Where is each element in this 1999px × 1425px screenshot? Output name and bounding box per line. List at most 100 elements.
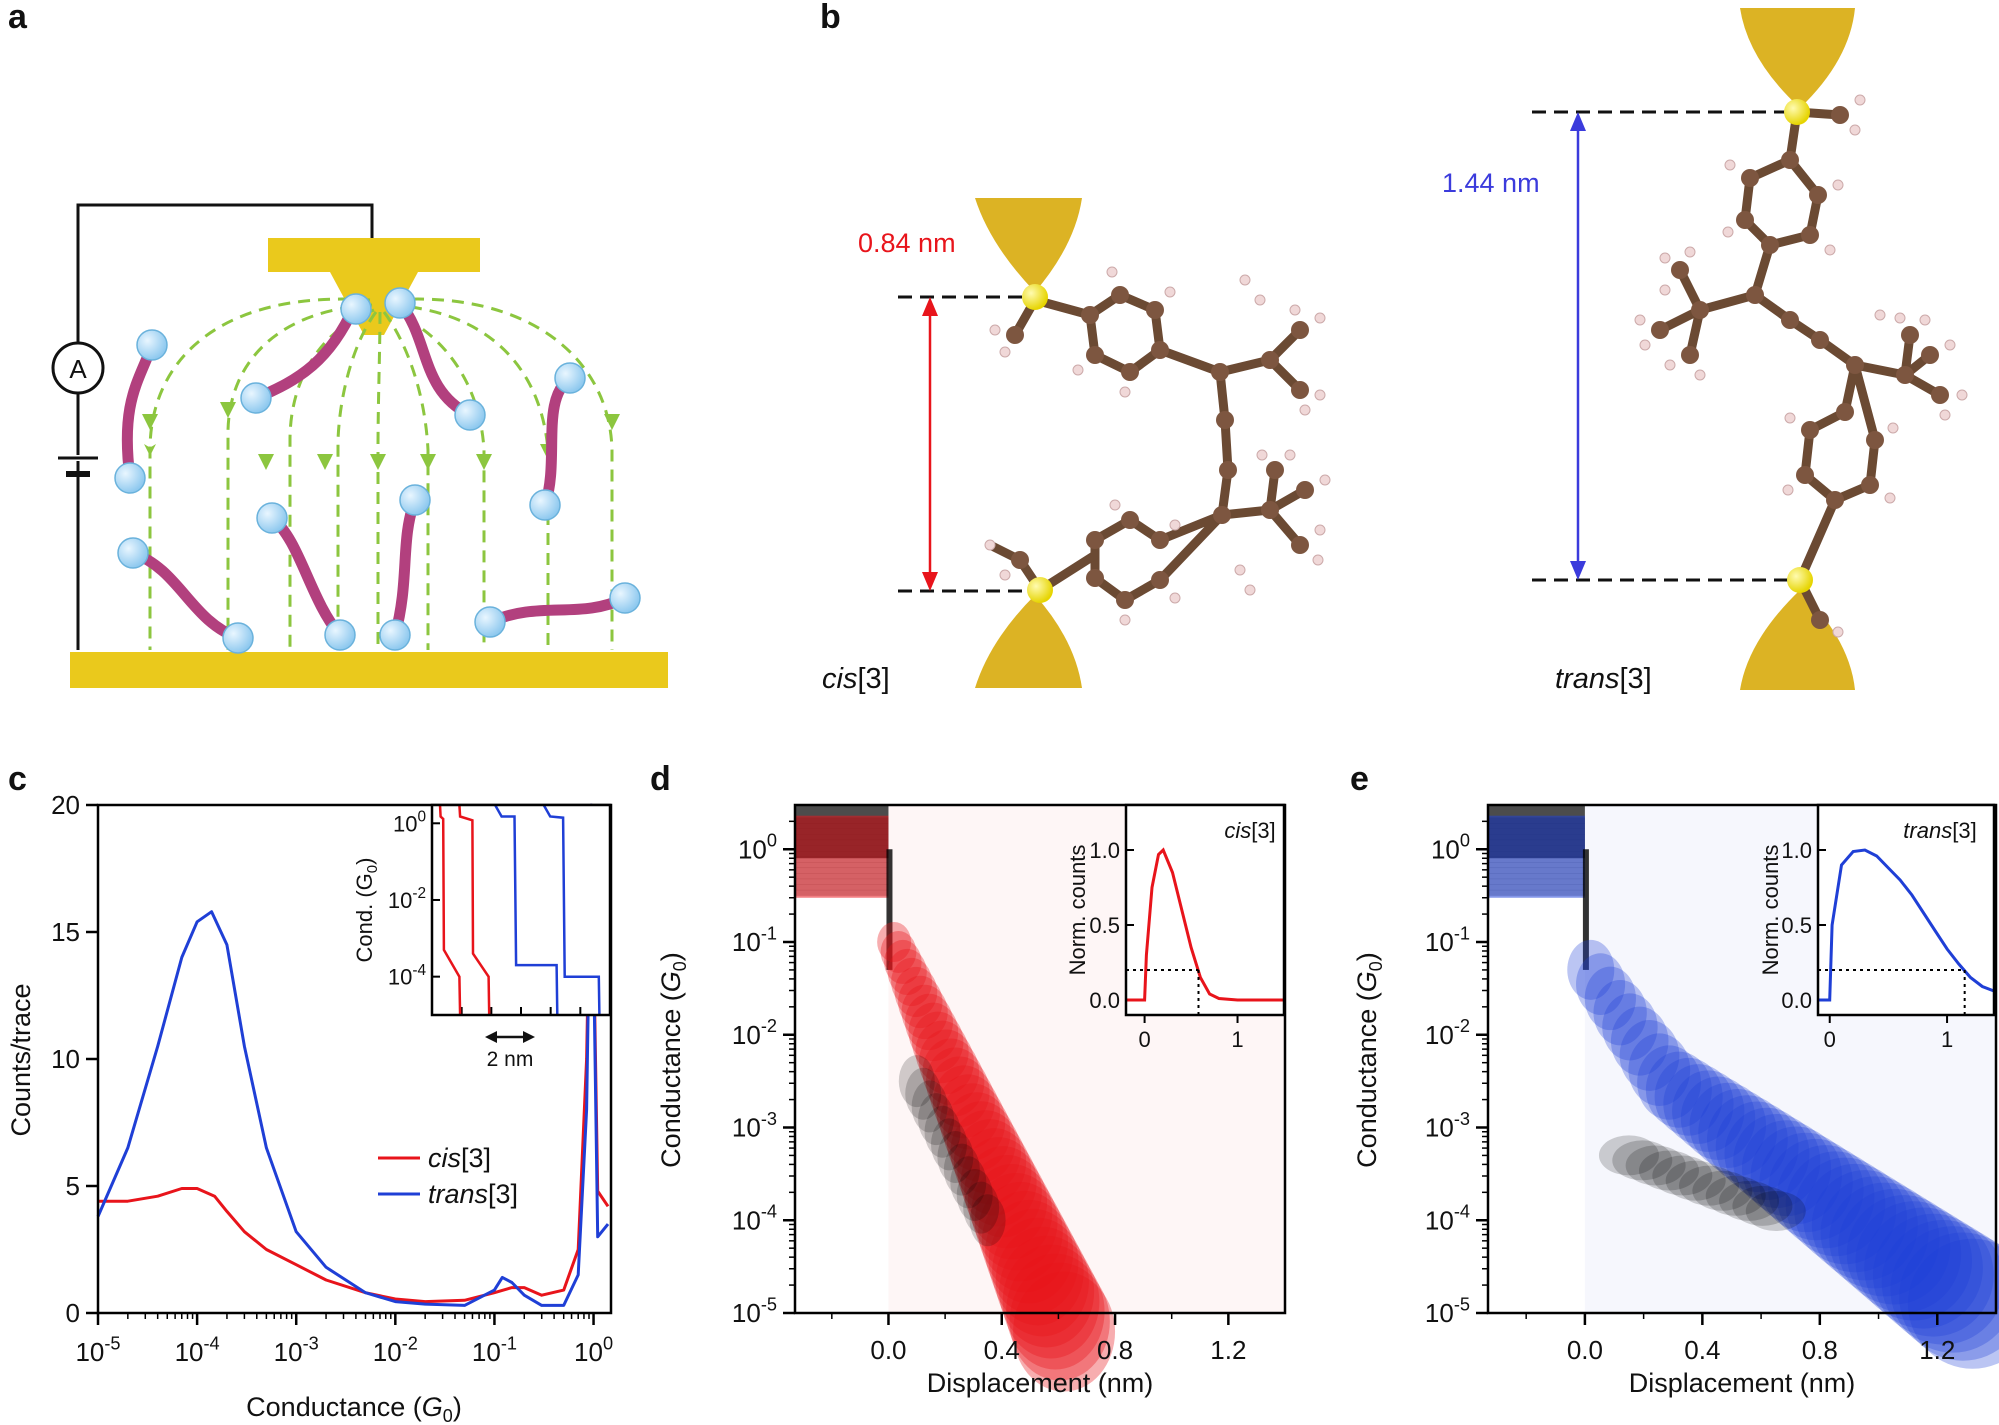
heat-cell: [939, 1083, 1006, 1161]
heat-cell: [988, 1208, 1079, 1315]
heat-cell: [880, 930, 917, 974]
circuit-wire: [76, 203, 374, 650]
c-xtick-label: 10-5: [75, 1333, 120, 1367]
chart-e-inset-series: [1818, 848, 1995, 1015]
ci-ytick-label: 10-4: [388, 962, 427, 990]
heat-cell: [894, 966, 938, 1018]
ci-ytick-label: 100: [393, 808, 426, 836]
trans-arrow-head-bottom: [1570, 561, 1586, 580]
trans-name: trans: [1555, 663, 1619, 695]
d-xtick-label: 0.8: [1097, 1335, 1133, 1365]
c-xlabel-sym: G: [422, 1392, 443, 1422]
d-xtick-label: 1.2: [1210, 1335, 1246, 1365]
chart-c-inset-ylabel: Cond. (G0): [352, 858, 381, 963]
chart-d-xlabel: Displacement (nm): [927, 1368, 1154, 1398]
d-ytick-label: 10-2: [732, 1016, 777, 1050]
top-electrode: [268, 238, 480, 272]
inset-scale-label: 2 nm: [487, 1048, 534, 1071]
c-ytick-label: 0: [66, 1298, 80, 1328]
e-inset-xtick-label: 0: [1824, 1027, 1836, 1052]
c-xtick-label: 10-3: [274, 1333, 319, 1367]
chart-d-axes: 0.0 0.4 0.8 1.2 100 10-1 10-2 10-3 10-4 10-5: [732, 820, 1246, 1365]
heat-cell: [898, 975, 943, 1029]
heat-cell: [943, 1092, 1011, 1172]
heat-cell: [964, 1146, 1042, 1238]
heat-cell: [946, 1101, 1016, 1183]
ci-ytick-label: 10-2: [388, 885, 426, 913]
ammeter-icon: [51, 341, 105, 395]
chart-e-xlabel: Displacement (nm): [1629, 1368, 1856, 1398]
chart-d-inset-ylabel: Norm. counts: [1065, 845, 1090, 976]
heat-cell: [950, 1156, 987, 1209]
c-ytick-label: 20: [51, 790, 80, 820]
cis-bottom-electrode: [975, 595, 1082, 688]
field-arrows: [142, 402, 620, 470]
c-ytick-label: 10: [51, 1044, 80, 1074]
d-inset-ytick-label: 0.0: [1089, 988, 1120, 1013]
c-xlabel-main: Conductance (: [246, 1392, 422, 1422]
c-xtick-label: 100: [574, 1333, 613, 1367]
cis-bonds: [985, 289, 1310, 606]
heat-cell: [911, 1011, 964, 1073]
chart-c-axes: 10-5 10-4 10-3 10-2 10-1 100 0 5 10 15 20: [51, 790, 613, 1367]
e-inset-ytick-label: 0.0: [1781, 988, 1812, 1013]
heat-cell: [932, 1065, 995, 1139]
e-xtick-label: 0.4: [1684, 1335, 1720, 1365]
chart-c-series: [96, 803, 610, 1307]
trans-top-electrode: [1740, 8, 1855, 108]
chart-e-heatmap: [1488, 805, 1999, 1369]
ci-cis-trace-1: [438, 804, 462, 1016]
heat-cell: [985, 1199, 1074, 1304]
trans-carbons: [1651, 106, 1949, 629]
scale-bar-left-head: [485, 1031, 497, 1043]
d-inset-ytick-label: 1.0: [1089, 838, 1120, 863]
panel-label-d: d: [650, 760, 671, 798]
chart-e-inset-ylabel: Norm. counts: [1758, 845, 1783, 976]
heat-cell: [1002, 1244, 1100, 1359]
d-inset-xtick-label: 0: [1138, 1027, 1150, 1052]
e-xtick-label: 0.8: [1802, 1335, 1838, 1365]
heat-cell: [1864, 1207, 1983, 1329]
heat-cell: [936, 1074, 1001, 1150]
panel-a: a A: [8, 0, 668, 688]
heat-cell: [1013, 1271, 1116, 1392]
heat-cell: [957, 1128, 1032, 1216]
ammeter-label: A: [69, 354, 87, 384]
heat-cell: [1899, 1232, 1999, 1361]
heat-cell: [1829, 1182, 1940, 1297]
ci-cis-trace-2: [458, 804, 491, 1016]
e-inset-ytick-label: 1.0: [1781, 838, 1812, 863]
heat-cell: [1838, 1188, 1951, 1305]
c-xtick-label: 10-4: [175, 1333, 220, 1367]
c-ytick-label: 5: [66, 1171, 80, 1201]
molecule-wires: [121, 297, 631, 644]
heat-cell: [891, 957, 933, 1007]
e-ytick-label: 10-1: [1425, 923, 1470, 957]
cis-distance-label: 0.84 nm: [858, 228, 956, 258]
d-inset-ytick-label: 0.5: [1089, 913, 1120, 938]
chart-e-frame: [1486, 803, 1998, 1315]
heat-cell: [908, 1002, 959, 1062]
d-xtick-label: 0.0: [870, 1335, 906, 1365]
d-ytick-label: 10-3: [732, 1109, 777, 1143]
trans-suffix: [3]: [1619, 663, 1651, 695]
ci-trans-trace-2: [542, 804, 601, 1016]
trans-hydrogens: [1634, 94, 1968, 638]
heat-cell: [1619, 1020, 1680, 1091]
heat-cell: [1750, 1126, 1842, 1225]
heat-cell: [1637, 1045, 1702, 1120]
heat-cell: [1567, 939, 1615, 1000]
c-xlabel-sub: 0: [443, 1406, 453, 1425]
bottom-electrode: [70, 652, 668, 688]
panel-c: c 10-5 10-4 10-3 10-2 10-1 100 0 5 10 15 20 Counts…: [6, 760, 613, 1425]
e-xtick-label: 1.2: [1919, 1335, 1955, 1365]
heat-cell: [929, 1056, 990, 1128]
heat-cell: [905, 1067, 942, 1120]
heat-cell: [960, 1137, 1037, 1227]
chart-c-xlabel: Conductance (G0): [246, 1392, 462, 1425]
cis-molecule: [984, 266, 1331, 626]
heat-cell: [1724, 1107, 1810, 1201]
panel-label-b: b: [820, 0, 841, 36]
legend-label-cis: cis[3]: [428, 1143, 491, 1173]
trans-compound-label: trans[3]: [1555, 663, 1652, 695]
